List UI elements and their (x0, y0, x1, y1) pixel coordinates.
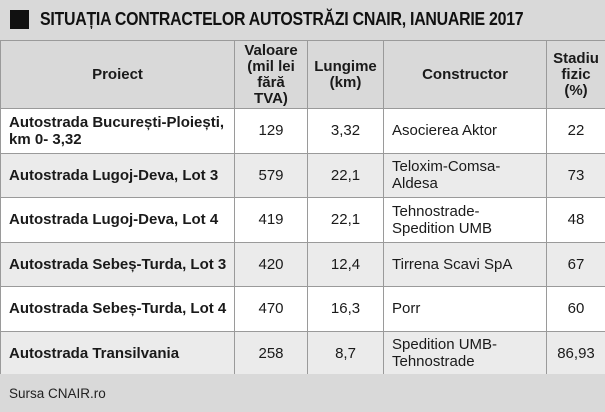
cell-constructor: Tirrena Scavi SpA (383, 241, 547, 287)
cell-stadiu: 86,93 (546, 330, 605, 376)
cell-lungime: 3,32 (307, 108, 384, 154)
header-lungime: Lungime (km) (307, 40, 384, 109)
cell-valoare: 420 (234, 241, 308, 287)
table-row: Autostrada Sebeș-Turda, Lot 4 470 16,3 P… (0, 286, 605, 332)
cell-stadiu: 48 (546, 197, 605, 243)
source-note: Sursa CNAIR.ro (9, 386, 106, 401)
cell-valoare: 129 (234, 108, 308, 154)
table-row: Autostrada Lugoj-Deva, Lot 3 579 22,1 Te… (0, 152, 605, 198)
cell-valoare: 258 (234, 330, 308, 376)
title-square-marker (10, 10, 29, 29)
table-row: Autostrada Transilvania 258 8,7 Speditio… (0, 330, 605, 376)
contracts-table: Proiect Valoare (mil lei fără TVA) Lungi… (0, 40, 605, 376)
table-row: Autostrada București-Ploiești, km 0- 3,3… (0, 108, 605, 154)
cell-stadiu: 67 (546, 241, 605, 287)
cell-proiect: Autostrada Lugoj-Deva, Lot 3 (0, 152, 235, 198)
cell-proiect: Autostrada Transilvania (0, 330, 235, 376)
cell-proiect: Autostrada Sebeș-Turda, Lot 3 (0, 241, 235, 287)
cell-valoare: 470 (234, 286, 308, 332)
cell-proiect: Autostrada Lugoj-Deva, Lot 4 (0, 197, 235, 243)
title-bar: SITUAȚIA CONTRACTELOR AUTOSTRĂZI CNAIR, … (0, 0, 605, 40)
cell-constructor: Porr (383, 286, 547, 332)
cell-constructor: Spedition UMB-Tehnostrade (383, 330, 547, 376)
cell-stadiu: 73 (546, 152, 605, 198)
table-title: SITUAȚIA CONTRACTELOR AUTOSTRĂZI CNAIR, … (40, 8, 524, 29)
cell-lungime: 12,4 (307, 241, 384, 287)
header-row: Proiect Valoare (mil lei fără TVA) Lungi… (0, 40, 605, 109)
cell-valoare: 419 (234, 197, 308, 243)
cell-lungime: 22,1 (307, 152, 384, 198)
cell-lungime: 8,7 (307, 330, 384, 376)
cell-stadiu: 22 (546, 108, 605, 154)
table-row: Autostrada Lugoj-Deva, Lot 4 419 22,1 Te… (0, 197, 605, 243)
cell-constructor: Teloxim-Comsa-Aldesa (383, 152, 547, 198)
cell-constructor: Asocierea Aktor (383, 108, 547, 154)
table-row: Autostrada Sebeș-Turda, Lot 3 420 12,4 T… (0, 241, 605, 287)
source-bar: Sursa CNAIR.ro (0, 374, 605, 412)
table-container: Proiect Valoare (mil lei fără TVA) Lungi… (0, 40, 605, 376)
cell-constructor: Tehnostrade-Spedition UMB (383, 197, 547, 243)
cell-proiect: Autostrada București-Ploiești, km 0- 3,3… (0, 108, 235, 154)
header-stadiu: Stadiu fizic (%) (546, 40, 605, 109)
cell-stadiu: 60 (546, 286, 605, 332)
cell-lungime: 22,1 (307, 197, 384, 243)
cell-proiect: Autostrada Sebeș-Turda, Lot 4 (0, 286, 235, 332)
header-valoare: Valoare (mil lei fără TVA) (234, 40, 308, 109)
header-constructor: Constructor (383, 40, 547, 109)
cell-lungime: 16,3 (307, 286, 384, 332)
cell-valoare: 579 (234, 152, 308, 198)
table-body: Autostrada București-Ploiești, km 0- 3,3… (0, 108, 605, 376)
table-header: Proiect Valoare (mil lei fără TVA) Lungi… (0, 40, 605, 109)
header-proiect: Proiect (0, 40, 235, 109)
